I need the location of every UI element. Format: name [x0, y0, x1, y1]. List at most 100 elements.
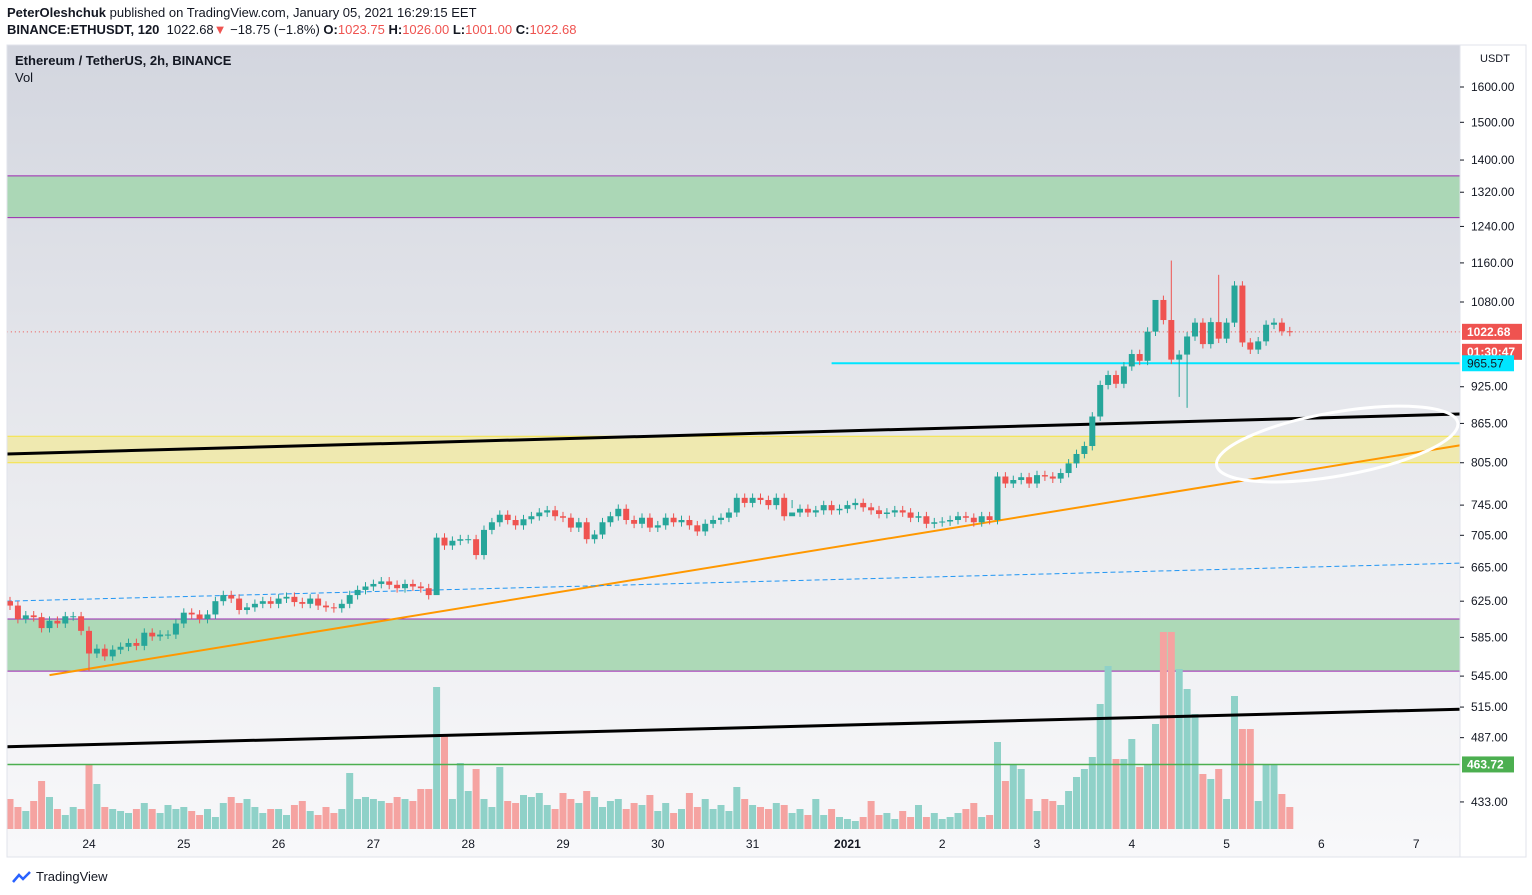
candle-body — [1239, 285, 1246, 343]
volume-bar — [1057, 805, 1065, 829]
candle-body — [354, 589, 361, 596]
time-tick-label: 26 — [272, 837, 286, 851]
volume-bar — [132, 809, 140, 829]
price-tick-label: 925.00 — [1471, 380, 1508, 394]
candle-body — [662, 517, 669, 526]
volume-bar — [6, 799, 14, 829]
candle-body — [765, 499, 772, 506]
candle-body — [804, 508, 811, 513]
volume-bar — [820, 815, 828, 829]
volume-bar — [757, 807, 764, 829]
volume-bar — [219, 803, 227, 829]
volume-bar — [196, 815, 204, 829]
time-tick-label: 31 — [746, 837, 760, 851]
price-tick-label: 665.00 — [1471, 560, 1508, 574]
volume-bar — [543, 805, 551, 829]
price-tick-label: 487.00 — [1471, 731, 1508, 745]
candle-body — [1199, 322, 1206, 345]
time-tick-label: 2021 — [834, 837, 861, 851]
volume-bar — [930, 813, 938, 829]
volume-bar — [290, 805, 298, 829]
candle-body — [46, 620, 53, 629]
volume-bar — [520, 795, 527, 829]
candle-body — [741, 497, 748, 503]
candle-body — [836, 508, 843, 511]
volume-bar — [962, 809, 970, 829]
candle-body — [54, 620, 61, 624]
volume-bar — [749, 805, 757, 829]
volume-bar — [1033, 811, 1041, 829]
volume-bar — [61, 815, 69, 829]
candle-body — [481, 529, 487, 556]
volume-bar — [1065, 791, 1073, 829]
candle-body — [1160, 299, 1167, 321]
candle-body — [1073, 453, 1080, 464]
price-tick-label: 1400.00 — [1471, 153, 1515, 167]
price-tick-label: 705.00 — [1471, 528, 1508, 542]
time-tick-label: 7 — [1413, 837, 1420, 851]
volume-bar — [53, 809, 61, 829]
volume-bar — [275, 809, 283, 829]
price-change: −18.75 (−1.8%) — [230, 22, 320, 37]
candle-body — [1263, 324, 1270, 342]
volume-bar — [575, 803, 583, 829]
price-tick-label: 1080.00 — [1471, 295, 1515, 309]
open-value: 1023.75 — [337, 22, 385, 37]
volume-bar — [480, 799, 488, 829]
candle-body — [1034, 475, 1040, 484]
candle-body — [299, 602, 306, 604]
candle-body — [30, 615, 37, 618]
volume-bar — [306, 811, 314, 829]
price-axis[interactable] — [1460, 45, 1526, 857]
volume-bar — [504, 801, 512, 829]
volume-bar — [788, 813, 796, 829]
volume-bar — [164, 805, 172, 829]
volume-bar — [1088, 757, 1096, 829]
volume-bar — [1223, 799, 1231, 829]
tradingview-logo[interactable]: TradingView — [12, 869, 108, 884]
volume-bar — [591, 797, 599, 829]
volume-bar — [14, 807, 22, 829]
volume-bar — [448, 799, 456, 829]
candle-body — [496, 514, 503, 523]
volume-bar — [512, 803, 520, 829]
candle-body — [1026, 477, 1033, 484]
candle-body — [528, 516, 535, 520]
volume-bar — [859, 817, 867, 829]
candle-body — [409, 583, 416, 587]
candle-body — [1286, 331, 1293, 333]
volume-bar — [559, 793, 567, 829]
candle-body — [631, 519, 638, 524]
candle-body — [70, 616, 77, 618]
candle-body — [725, 512, 732, 518]
candle-body — [402, 583, 408, 589]
volume-bar — [172, 809, 180, 829]
candle-body — [275, 598, 282, 604]
black-trendline — [6, 412, 1460, 456]
volume-bar — [93, 784, 101, 829]
candle-body — [1271, 322, 1277, 325]
volume-bar — [204, 809, 211, 829]
volume-bar — [188, 811, 196, 829]
volume-bar — [125, 813, 132, 829]
candle-body — [986, 516, 993, 520]
volume-bar — [456, 763, 464, 829]
volume-bar — [843, 819, 851, 829]
candle-body — [157, 634, 164, 637]
volume-bar — [772, 803, 780, 829]
candle-body — [1184, 336, 1191, 355]
author-name[interactable]: PeterOleshchuk — [7, 5, 106, 20]
volume-bar — [140, 803, 148, 829]
candle-body — [812, 510, 819, 513]
candle-body — [639, 517, 645, 524]
volume-bar — [211, 817, 219, 829]
candle-body — [899, 510, 906, 513]
candle-body — [86, 630, 92, 654]
volume-bar — [646, 795, 654, 829]
candle-body — [907, 512, 914, 518]
volume-bar — [970, 803, 978, 829]
down-arrow-icon: ▼ — [213, 22, 227, 37]
volume-bar — [567, 799, 575, 829]
candle-body — [623, 508, 630, 520]
